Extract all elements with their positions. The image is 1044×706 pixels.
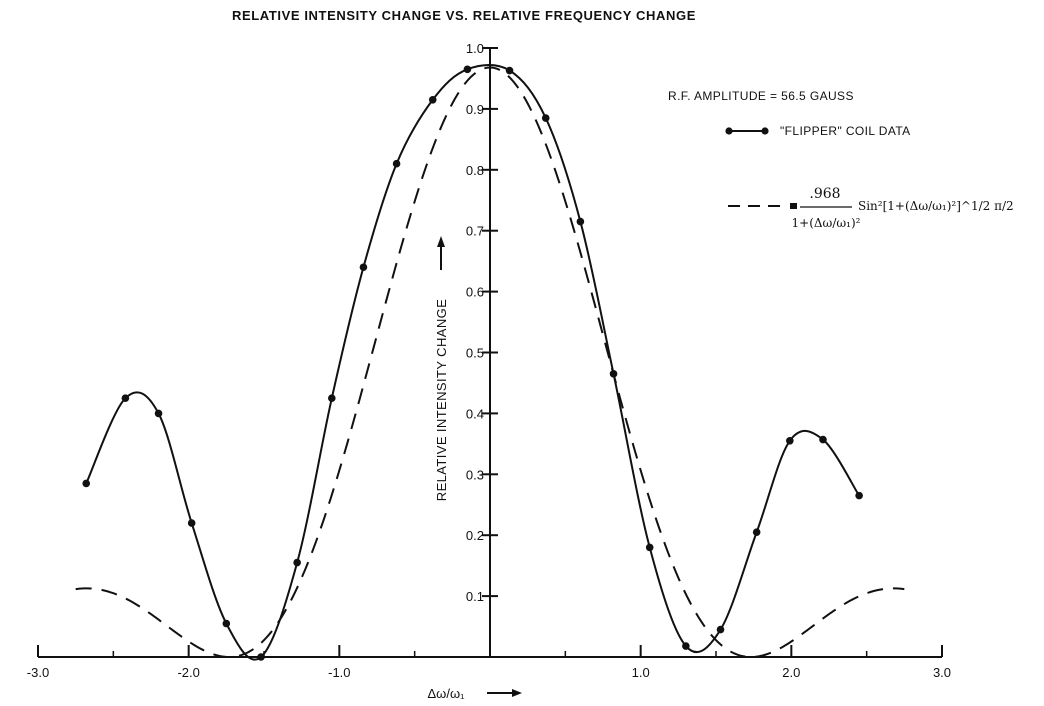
- y-tick-label: 0.3: [466, 467, 484, 482]
- formula-legend: .968 1+(Δω/ω₁)² Sin²[1+(Δω/ω₁)²]^1/2 π/2: [728, 186, 1014, 230]
- data-point: [392, 159, 401, 168]
- data-point: [428, 95, 437, 104]
- y-tick-label: 1.0: [466, 41, 484, 56]
- x-axis-label: Δω/ω₁: [428, 686, 466, 701]
- x-axis-arrow: [487, 689, 522, 697]
- data-point: [359, 263, 368, 272]
- data-point: [576, 217, 585, 226]
- y-tick-label: 0.1: [466, 589, 484, 604]
- data-point: [786, 437, 794, 445]
- formula-coefficient: .968: [809, 186, 840, 202]
- data-point: [819, 435, 827, 444]
- data-legend-label: "FLIPPER" COIL DATA: [780, 124, 911, 138]
- y-tick-label: 0.6: [466, 285, 484, 300]
- data-point: [716, 625, 725, 634]
- y-axis-arrow: [437, 236, 445, 270]
- data-point: [541, 114, 550, 122]
- x-tick-label: -1.0: [328, 665, 350, 680]
- y-tick-label: 0.7: [466, 224, 484, 239]
- y-tick-label: 0.9: [466, 102, 484, 117]
- data-legend: "FLIPPER" COIL DATA: [725, 124, 910, 138]
- data-point: [682, 642, 690, 650]
- data-point: [752, 528, 761, 536]
- y-axis-label: RELATIVE INTENSITY CHANGE: [434, 299, 449, 501]
- data-point: [187, 519, 196, 527]
- formula-denominator: 1+(Δω/ω₁)²: [792, 216, 861, 230]
- dashed-curve-path: [75, 66, 905, 659]
- data-point: [505, 66, 514, 75]
- legend-marker-right: [761, 127, 769, 135]
- x-tick-label: -2.0: [177, 665, 199, 680]
- data-point: [609, 370, 618, 378]
- x-tick-label: 1.0: [632, 665, 650, 680]
- data-point: [257, 653, 265, 661]
- data-point: [855, 491, 863, 500]
- data-point: [645, 543, 654, 552]
- flipper-coil-data-series: [82, 64, 863, 661]
- data-point: [121, 394, 130, 402]
- data-point: [222, 619, 231, 628]
- data-point: [293, 558, 301, 567]
- y-tick-label: 0.2: [466, 528, 484, 543]
- data-curve-path: [85, 64, 860, 661]
- y-tick-label: 0.4: [466, 406, 484, 421]
- legend-marker-left: [725, 127, 733, 135]
- y-tick-label: 0.8: [466, 163, 484, 178]
- dashed-theory-curve: [75, 66, 905, 659]
- ticks: -3.0 -2.0 -1.0 1.0 2.0 3.0 0.1 0.2 0.3 0.4 0.5 0.6 0…: [27, 41, 951, 680]
- data-point: [328, 394, 336, 402]
- x-tick-label: 3.0: [933, 665, 951, 680]
- chart-title: RELATIVE INTENSITY CHANGE VS. RELATIVE F…: [232, 8, 696, 23]
- data-point: [82, 479, 91, 488]
- x-tick-label: 2.0: [782, 665, 800, 680]
- rf-amplitude-note: R.F. AMPLITUDE = 56.5 GAUSS: [668, 89, 854, 103]
- x-tick-label: -3.0: [27, 665, 49, 680]
- data-point: [463, 65, 472, 74]
- data-point: [154, 409, 163, 418]
- y-tick-label: 0.5: [466, 346, 484, 361]
- formula-rhs: Sin²[1+(Δω/ω₁)²]^1/2 π/2: [858, 199, 1014, 213]
